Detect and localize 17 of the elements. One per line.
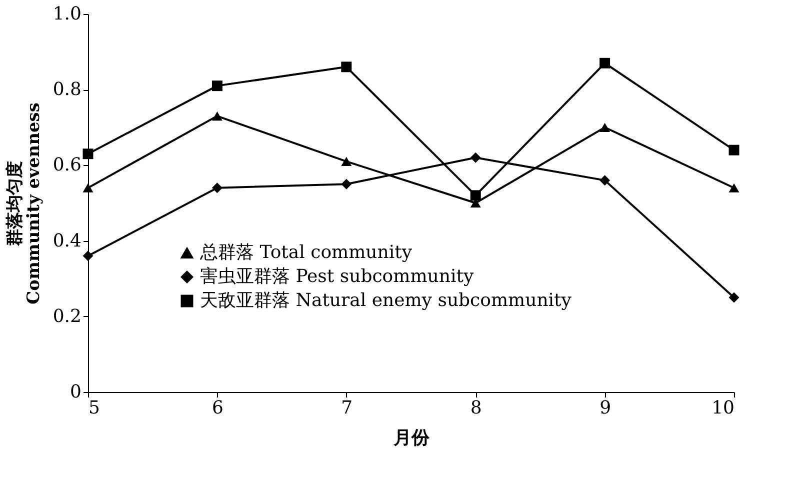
x-axis-title: 月份 bbox=[392, 428, 430, 448]
x-tick-label: 8 bbox=[470, 398, 482, 418]
legend-label: 害虫亚群落 Pest subcommunity bbox=[200, 266, 474, 287]
y-tick-label: 0.2 bbox=[52, 306, 82, 327]
y-tick-label: 0.4 bbox=[52, 230, 82, 252]
y-tick-label: 0.6 bbox=[52, 154, 82, 176]
x-tick-label: 10 bbox=[712, 398, 734, 418]
legend-label: 总群落 Total community bbox=[199, 242, 413, 263]
y-tick-label: 0.8 bbox=[52, 79, 82, 100]
x-tick-label: 9 bbox=[600, 398, 612, 418]
x-tick-label: 7 bbox=[341, 398, 353, 418]
legend-label: 天敌亚群落 Natural enemy subcommunity bbox=[200, 290, 572, 311]
y-tick-label: 0 bbox=[70, 382, 82, 402]
y-axis-title: 群落均匀度 Community evenness bbox=[4, 102, 44, 304]
y-tick-label: 1.0 bbox=[52, 4, 82, 24]
x-tick-label: 5 bbox=[88, 398, 100, 418]
x-tick-label: 6 bbox=[212, 398, 224, 418]
